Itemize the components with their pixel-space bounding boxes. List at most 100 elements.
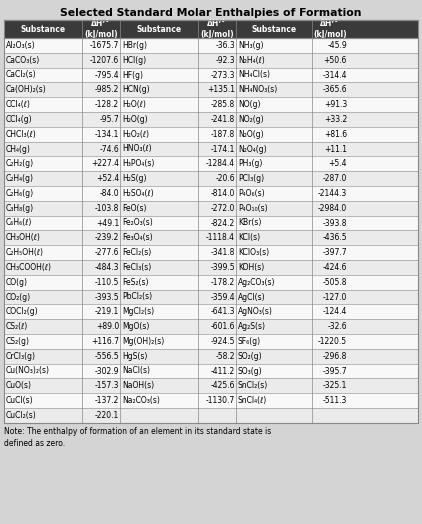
Text: -137.2: -137.2	[95, 396, 119, 405]
Text: C₂H₅OH(ℓ): C₂H₅OH(ℓ)	[6, 248, 44, 257]
Text: -124.4: -124.4	[323, 307, 347, 316]
Text: +81.6: +81.6	[324, 130, 347, 139]
Text: P₄O₁₀(s): P₄O₁₀(s)	[238, 204, 268, 213]
Text: Substance: Substance	[252, 25, 297, 34]
Text: +227.4: +227.4	[91, 159, 119, 168]
Text: -393.8: -393.8	[322, 219, 347, 227]
Text: -1220.5: -1220.5	[318, 337, 347, 346]
Text: HCN(g): HCN(g)	[122, 85, 150, 94]
Text: HCl(g): HCl(g)	[122, 56, 146, 64]
Text: -110.5: -110.5	[95, 278, 119, 287]
Text: HF(g): HF(g)	[122, 71, 143, 80]
Bar	[4, 275, 418, 290]
Bar	[4, 20, 418, 38]
Text: C₆H₆(ℓ): C₆H₆(ℓ)	[6, 219, 32, 227]
Text: -296.8: -296.8	[323, 352, 347, 361]
Text: -425.6: -425.6	[211, 381, 235, 390]
Text: -985.2: -985.2	[95, 85, 119, 94]
Text: CH₄(g): CH₄(g)	[6, 145, 31, 154]
Text: -365.6: -365.6	[322, 85, 347, 94]
Text: -399.5: -399.5	[211, 263, 235, 272]
Text: -273.3: -273.3	[211, 71, 235, 80]
Bar	[4, 82, 418, 97]
Text: SF₆(g): SF₆(g)	[238, 337, 261, 346]
Text: -95.7: -95.7	[99, 115, 119, 124]
Text: -814.0: -814.0	[211, 189, 235, 198]
Text: -393.5: -393.5	[95, 292, 119, 301]
Text: FeCl₂(s): FeCl₂(s)	[122, 248, 151, 257]
Bar	[4, 38, 418, 53]
Text: PbCl₂(s): PbCl₂(s)	[122, 292, 152, 301]
Text: ΔHᶠ°
(kJ/mol): ΔHᶠ° (kJ/mol)	[84, 19, 118, 39]
Text: H₂SO₄(ℓ): H₂SO₄(ℓ)	[122, 189, 154, 198]
Text: KCl(s): KCl(s)	[238, 233, 260, 242]
Text: CO₂(g): CO₂(g)	[6, 292, 31, 301]
Bar	[4, 393, 418, 408]
Text: -1284.4: -1284.4	[206, 159, 235, 168]
Text: CuCl(s): CuCl(s)	[6, 396, 34, 405]
Text: -241.8: -241.8	[211, 115, 235, 124]
Text: -287.0: -287.0	[323, 174, 347, 183]
Bar	[4, 215, 418, 231]
Text: Na₂CO₃(s): Na₂CO₃(s)	[122, 396, 160, 405]
Bar	[4, 112, 418, 127]
Bar	[4, 141, 418, 156]
Text: -1675.7: -1675.7	[89, 41, 119, 50]
Text: +135.1: +135.1	[207, 85, 235, 94]
Text: Cu(NO₃)₂(s): Cu(NO₃)₂(s)	[6, 366, 50, 376]
Text: -411.2: -411.2	[211, 366, 235, 376]
Text: -397.7: -397.7	[322, 248, 347, 257]
Text: H₂S(g): H₂S(g)	[122, 174, 146, 183]
Text: -641.3: -641.3	[211, 307, 235, 316]
Text: -84.0: -84.0	[99, 189, 119, 198]
Text: ΔHᶠ°
(kJ/mol): ΔHᶠ° (kJ/mol)	[313, 19, 347, 39]
Text: H₂O(ℓ): H₂O(ℓ)	[122, 100, 146, 109]
Text: NaCl(s): NaCl(s)	[122, 366, 150, 376]
Text: -187.8: -187.8	[211, 130, 235, 139]
Text: -325.1: -325.1	[323, 381, 347, 390]
Text: SnCl₂(s): SnCl₂(s)	[238, 381, 268, 390]
Text: -395.7: -395.7	[322, 366, 347, 376]
Text: C₂H₆(g): C₂H₆(g)	[6, 189, 34, 198]
Text: Mg(OH)₂(s): Mg(OH)₂(s)	[122, 337, 164, 346]
Text: NH₃(g): NH₃(g)	[238, 41, 263, 50]
Text: -436.5: -436.5	[322, 233, 347, 242]
Text: -174.1: -174.1	[211, 145, 235, 154]
Text: N₂O(g): N₂O(g)	[238, 130, 264, 139]
Text: +5.4: +5.4	[328, 159, 347, 168]
Text: -219.1: -219.1	[95, 307, 119, 316]
Bar	[4, 201, 418, 215]
Text: -58.2: -58.2	[216, 352, 235, 361]
Bar	[4, 290, 418, 304]
Text: -74.6: -74.6	[99, 145, 119, 154]
Text: -302.9: -302.9	[95, 366, 119, 376]
Text: Selected Standard Molar Enthalpies of Formation: Selected Standard Molar Enthalpies of Fo…	[60, 8, 362, 18]
Bar	[4, 304, 418, 319]
Text: Al₂O₃(s): Al₂O₃(s)	[6, 41, 35, 50]
Text: PCl₃(g): PCl₃(g)	[238, 174, 264, 183]
Text: -924.5: -924.5	[211, 337, 235, 346]
Bar	[4, 408, 418, 423]
Text: CH₃OH(ℓ): CH₃OH(ℓ)	[6, 233, 41, 242]
Text: -314.4: -314.4	[322, 71, 347, 80]
Text: +52.4: +52.4	[96, 174, 119, 183]
Text: -157.3: -157.3	[95, 381, 119, 390]
Text: -484.3: -484.3	[95, 263, 119, 272]
Text: KBr(s): KBr(s)	[238, 219, 261, 227]
Text: CuO(s): CuO(s)	[6, 381, 32, 390]
Text: C₂H₄(g): C₂H₄(g)	[6, 174, 34, 183]
Text: -277.6: -277.6	[95, 248, 119, 257]
Text: -505.8: -505.8	[322, 278, 347, 287]
Text: SO₂(g): SO₂(g)	[238, 352, 262, 361]
Text: FeS₂(s): FeS₂(s)	[122, 278, 149, 287]
Text: +91.3: +91.3	[324, 100, 347, 109]
Text: +33.2: +33.2	[324, 115, 347, 124]
Text: NO₂(g): NO₂(g)	[238, 115, 264, 124]
Bar	[4, 97, 418, 112]
Text: HNO₃(ℓ): HNO₃(ℓ)	[122, 145, 151, 154]
Text: -1207.6: -1207.6	[90, 56, 119, 64]
Text: KOH(s): KOH(s)	[238, 263, 264, 272]
Text: Note: The enthalpy of formation of an element in its standard state is
defined a: Note: The enthalpy of formation of an el…	[4, 427, 271, 449]
Text: -134.1: -134.1	[95, 130, 119, 139]
Text: PH₃(g): PH₃(g)	[238, 159, 262, 168]
